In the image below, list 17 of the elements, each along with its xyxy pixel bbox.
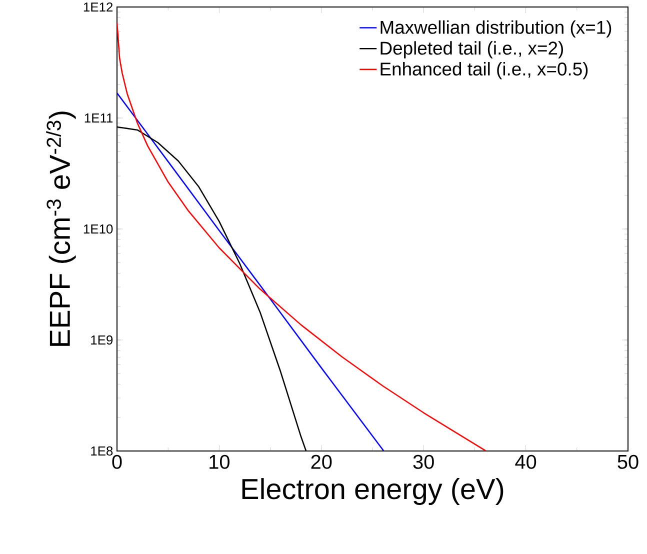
y-tick-label: 1E11	[84, 114, 113, 122]
x-tick-label: 40	[515, 454, 536, 469]
x-tick-label: 20	[311, 454, 332, 469]
y-tick-label: 1E12	[84, 2, 113, 12]
y-tick-label: 1E10	[84, 224, 113, 234]
x-tick-label: 50	[618, 454, 638, 469]
line-series	[117, 92, 384, 451]
x-axis-title: Electron energy (eV)	[242, 478, 504, 505]
legend-label: Maxwellian distribution (x=1)	[380, 20, 612, 38]
x-tick-label: 10	[210, 454, 230, 469]
legend-label: Enhanced tail (i.e., x=0.5)	[380, 62, 588, 80]
x-tick-label: 0	[112, 454, 122, 469]
y-axis-title: EEPF (cm$^{-3}$ eV$^{-2/3}$)	[46, 112, 76, 346]
y-tick-label: 1E8	[91, 446, 113, 456]
legend-label: Depleted tail (i.e., x=2)	[380, 41, 563, 58]
x-tick-label: 30	[413, 454, 434, 469]
y-tick-label: 1E9	[91, 335, 113, 345]
